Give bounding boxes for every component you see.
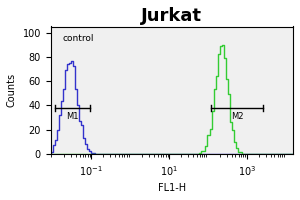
Text: M2: M2	[231, 112, 243, 121]
X-axis label: FL1-H: FL1-H	[158, 183, 186, 193]
Text: M1: M1	[66, 112, 79, 121]
Y-axis label: Counts: Counts	[7, 73, 17, 107]
Text: control: control	[62, 34, 94, 43]
Title: Jurkat: Jurkat	[141, 7, 202, 25]
